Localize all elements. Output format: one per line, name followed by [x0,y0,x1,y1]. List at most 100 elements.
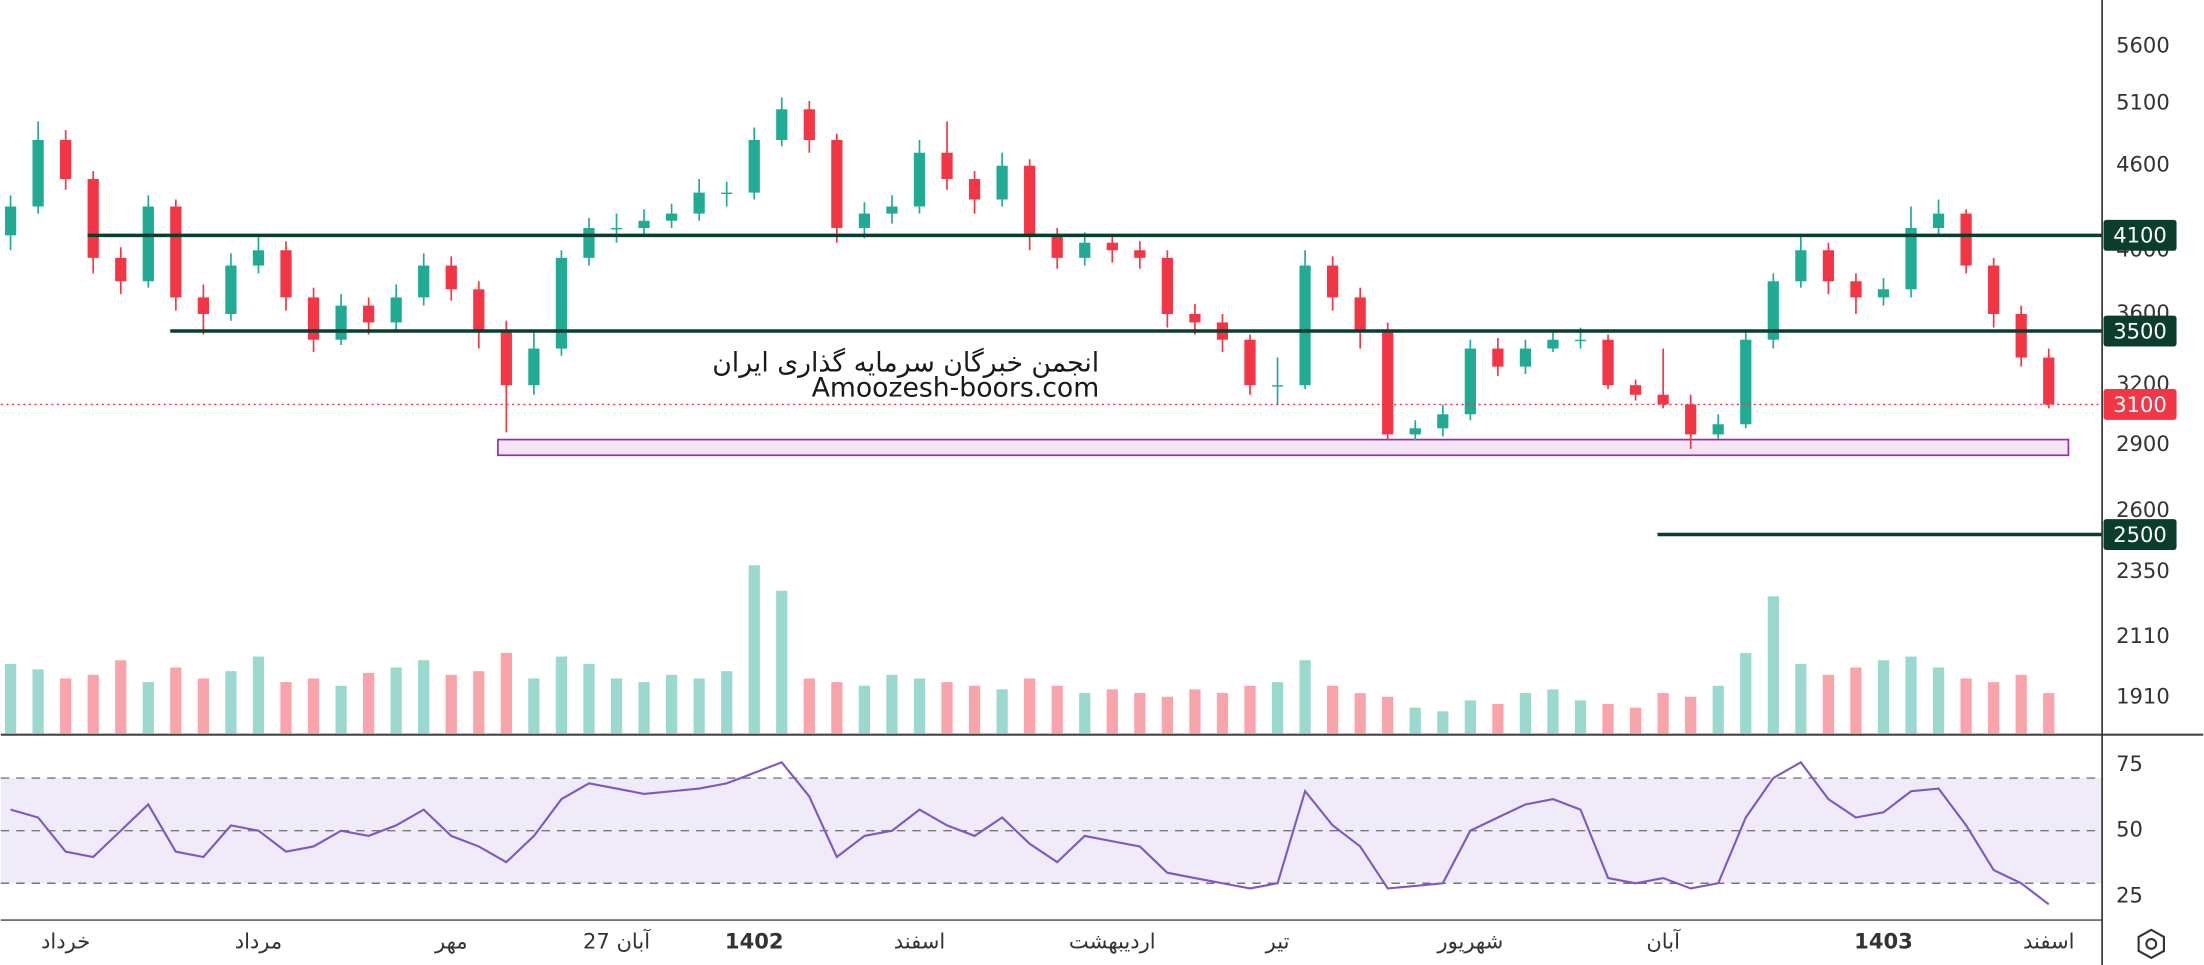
volume-bar [500,652,512,734]
candle-body [1189,313,1201,323]
watermark: انجمن خبرگان سرمایه گذاری ایران [712,347,1099,378]
level-label: 3500 [2113,318,2167,343]
candle-body [583,227,595,258]
candle-body [1740,339,1752,425]
volume-bar [1271,682,1284,734]
candle-body [87,179,99,258]
candle-body [1960,213,1972,266]
candle-body [1822,250,1835,282]
candle-body [32,139,44,207]
volume-bar [1740,652,1752,734]
volume-bar [1354,693,1366,734]
volume-bar [1161,696,1173,734]
x-tick-label: 1402 [725,929,784,954]
candle-body [1657,394,1669,405]
volume-bar [280,682,292,734]
volume-bar [225,671,237,734]
volume-bar [1685,696,1697,734]
candle-body [610,227,623,230]
volume-bar [32,669,44,734]
candle-body [1767,281,1779,340]
volume-bar [1051,685,1063,734]
volume-bar [831,682,843,734]
volume-bar [390,667,402,734]
level-label-box [2103,519,2177,550]
candle-body [1519,348,1532,367]
candle-body [307,297,320,340]
candle-body [555,257,568,349]
volume-bar [1244,685,1256,734]
volume-bar [748,565,760,734]
volume-bar [1299,660,1311,734]
candle-body [335,305,347,340]
volume-bar [941,682,953,734]
x-tick-label: آبان [1646,929,1681,954]
volume-bar [1134,693,1146,734]
candle-body [803,109,815,140]
volume-bar [60,678,72,734]
volume-bar [1905,656,1917,734]
volume-bar [638,682,650,734]
volume-bar [1437,711,1449,734]
volume-bar [776,590,788,734]
x-tick-label: اسفند [894,929,946,954]
candle-body [968,179,981,200]
candle-body [1574,339,1587,342]
candle-body [1134,250,1146,258]
volume-bar [1409,707,1421,734]
volume-bar [583,663,595,734]
candle-body [1106,242,1118,251]
volume-bar [886,674,898,734]
candle-body [1602,339,1614,386]
candle-body [60,139,72,180]
y-tick-label: 4600 [2116,152,2170,177]
volume-bar [1932,667,1945,734]
y-tick-label: 5600 [2116,33,2170,58]
rsi-line [10,760,2050,906]
candle-body [858,213,871,228]
x-tick-label: اسفند [2023,929,2075,954]
candle-body [280,250,292,298]
candle-body [390,297,402,323]
volume-bar [1216,693,1229,734]
y-tick-label: 2600 [2116,497,2170,522]
x-tick-label: شهریور [1436,929,1503,954]
candle-body [225,265,237,314]
volume-bar [665,674,678,734]
candle-body [831,139,843,228]
rsi-tick-label: 50 [2116,817,2143,842]
volume-bar [1519,693,1532,734]
last-price-box [2103,388,2177,420]
candle-body [1244,339,1256,386]
candle-body [941,152,953,180]
x-tick-label: اردیبهشت [1069,929,1156,954]
volume-bar [445,674,457,734]
candle-body [1905,227,1917,290]
last-price-label: 3100 [2113,392,2167,417]
candle-body [445,265,457,290]
volume-bar [1712,685,1724,734]
candle-body [1382,331,1394,435]
candle-body [2043,357,2055,405]
watermark: Amoozesh-boors.com [812,373,1100,404]
volume-bar [142,682,154,734]
candle-body [142,206,154,282]
volume-bar [1988,682,2000,734]
volume-bar [307,678,320,734]
candle-body [197,297,209,314]
volume-bar [1767,596,1779,734]
volume-bar [1795,663,1807,734]
candle-body [1024,165,1036,236]
volume-bar [913,678,926,734]
candle-body [528,348,540,386]
candle-body [748,139,760,193]
volume-bar [418,660,430,734]
y-tick-label: 5100 [2116,89,2170,114]
volume-bar [1877,660,1890,734]
x-tick-label: 27 آبان [583,929,651,954]
settings-icon[interactable] [2137,928,2165,960]
candle-body [1685,404,1697,435]
y-tick-label: 1910 [2116,683,2170,708]
volume-bar [1547,689,1559,734]
